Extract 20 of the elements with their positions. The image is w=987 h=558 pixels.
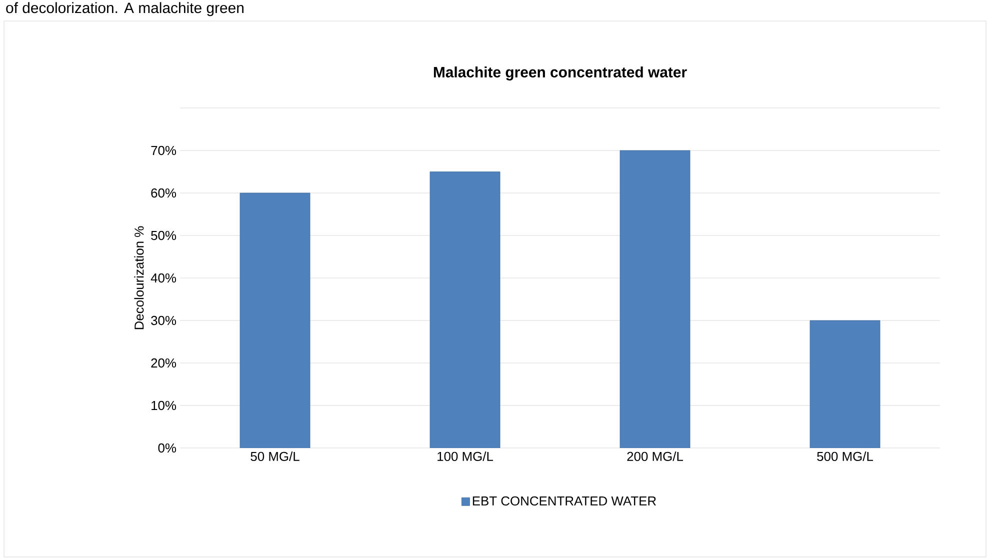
chart-title: Malachite green concentrated water [434,66,687,80]
text: of decolorization. A malachite green [6,2,244,16]
y-tick-label: 40% [150,273,176,283]
y-tick-label: 50% [151,230,176,240]
x-tick-label: 200 MG/L [627,452,684,462]
x-tick-label: 50 MG/L [250,452,300,462]
bar [240,192,310,448]
legend-label: EBT CONCENTRATED WATER [472,496,656,506]
y-tick-label: 70% [151,146,176,156]
y-tick-label: 10% [152,400,176,410]
x-tick-label: 500 MG/L [817,452,874,462]
bar [810,320,880,448]
x-tick-label: 100 MG/L [438,452,494,462]
y-tick-label: 0% [158,443,176,453]
y-tick-label: 60% [151,188,176,198]
bar [430,172,500,448]
bar [620,150,690,448]
y-tick-label: 30% [151,316,176,326]
y-tick-label: 20% [151,358,176,368]
y-axis-title: Decolourization % [134,226,144,330]
